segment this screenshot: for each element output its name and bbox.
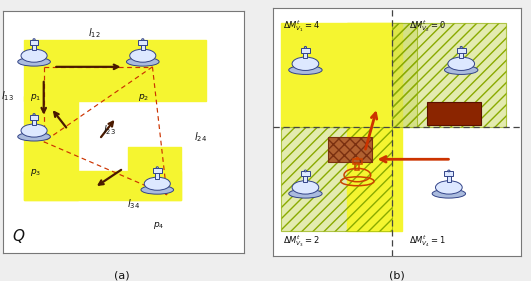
Bar [24, 171, 182, 200]
Bar [347, 23, 402, 231]
Ellipse shape [444, 65, 478, 74]
Bar [301, 171, 310, 176]
Bar [281, 23, 392, 127]
Ellipse shape [130, 49, 156, 62]
Text: $l_{24}$: $l_{24}$ [194, 130, 207, 144]
Ellipse shape [292, 57, 319, 71]
Bar [392, 23, 417, 127]
Bar [392, 23, 506, 127]
Bar [459, 51, 463, 58]
Text: $Q$: $Q$ [12, 227, 25, 245]
Ellipse shape [289, 65, 322, 74]
Text: (a): (a) [114, 270, 130, 280]
Ellipse shape [21, 49, 47, 62]
Text: $l_{12}$: $l_{12}$ [88, 26, 101, 40]
Text: $l_{34}$: $l_{34}$ [126, 198, 140, 211]
Bar [301, 48, 310, 53]
Bar [32, 118, 36, 125]
Ellipse shape [21, 124, 47, 137]
Bar [281, 127, 392, 231]
Text: $\Delta M^t_{V_3} = 2$: $\Delta M^t_{V_3} = 2$ [283, 233, 320, 249]
Bar [353, 159, 362, 164]
Bar [281, 127, 392, 231]
Ellipse shape [142, 39, 144, 40]
Bar [24, 40, 205, 101]
Bar [30, 40, 38, 45]
Bar [457, 48, 466, 53]
Text: $\Delta M^t_{V_2} = 0$: $\Delta M^t_{V_2} = 0$ [409, 18, 446, 34]
Ellipse shape [292, 181, 319, 194]
Text: $p_4$: $p_4$ [153, 220, 164, 231]
Ellipse shape [432, 189, 466, 198]
Text: $p_1$: $p_1$ [30, 92, 41, 103]
Bar [141, 44, 145, 51]
Text: $p_3$: $p_3$ [30, 167, 41, 178]
Ellipse shape [448, 170, 450, 172]
Ellipse shape [460, 46, 463, 48]
Bar [426, 102, 481, 125]
Text: $p_2$: $p_2$ [139, 92, 150, 103]
Bar [444, 171, 453, 176]
Bar [30, 115, 38, 120]
Bar [303, 51, 307, 58]
Text: $\Delta M^t_{V_1} = 4$: $\Delta M^t_{V_1} = 4$ [283, 18, 320, 34]
Bar [129, 147, 182, 200]
Ellipse shape [304, 170, 306, 172]
Ellipse shape [141, 185, 174, 194]
Ellipse shape [435, 181, 462, 194]
Ellipse shape [33, 114, 35, 115]
Ellipse shape [156, 167, 158, 169]
Bar [328, 137, 372, 162]
Ellipse shape [304, 46, 306, 48]
Ellipse shape [18, 57, 50, 66]
Ellipse shape [289, 189, 322, 198]
Bar [447, 175, 451, 182]
Bar [139, 40, 147, 45]
Ellipse shape [126, 57, 159, 66]
Text: $l_{13}$: $l_{13}$ [1, 89, 14, 103]
Ellipse shape [448, 57, 475, 71]
Bar [32, 44, 36, 51]
Text: $l_{23}$: $l_{23}$ [102, 123, 115, 137]
Bar [355, 163, 359, 170]
Bar [24, 96, 78, 200]
Text: (b): (b) [389, 270, 405, 280]
Bar [153, 168, 161, 173]
Bar [392, 23, 417, 127]
Ellipse shape [33, 39, 35, 40]
Text: $\Delta M^t_{V_4} = 1$: $\Delta M^t_{V_4} = 1$ [409, 233, 446, 249]
Ellipse shape [144, 177, 170, 190]
Bar [392, 23, 506, 127]
Bar [303, 175, 307, 182]
Bar [156, 171, 159, 178]
Ellipse shape [18, 132, 50, 141]
